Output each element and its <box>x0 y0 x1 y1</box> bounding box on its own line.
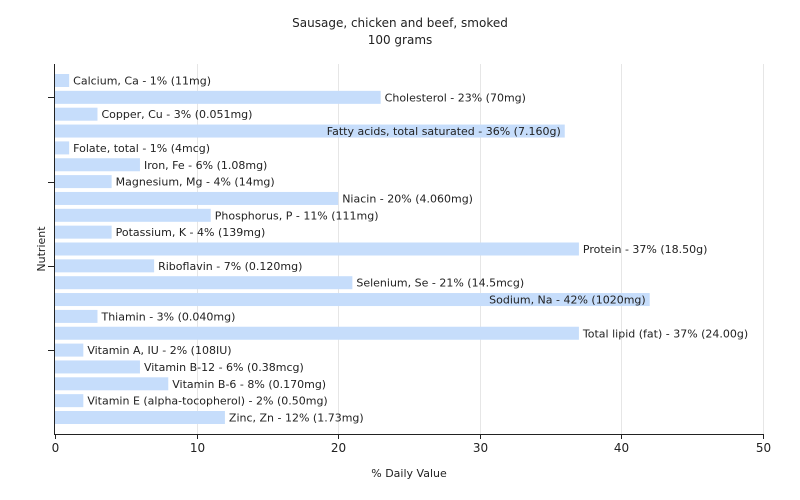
bar <box>55 175 112 189</box>
bar <box>55 259 155 273</box>
bars <box>55 74 650 424</box>
bar-label: Fatty acids, total saturated - 36% (7.16… <box>327 125 561 138</box>
bar <box>55 326 579 340</box>
bar-label: Copper, Cu - 3% (0.051mg) <box>101 108 252 121</box>
chart-title: Sausage, chicken and beef, smoked <box>292 16 508 30</box>
bar-label: Vitamin B-6 - 8% (0.170mg) <box>172 378 326 391</box>
bar-labels: Calcium, Ca - 1% (11mg) Cholesterol - 23%… <box>73 75 748 425</box>
x-tick-label: 30 <box>473 441 488 455</box>
chart-subtitle: 100 grams <box>368 33 433 47</box>
bar-label: Calcium, Ca - 1% (11mg) <box>73 75 211 88</box>
bar <box>55 276 353 290</box>
x-axis-ticks: 0 10 20 30 40 50 <box>52 434 771 455</box>
bar <box>55 74 70 87</box>
bar <box>55 107 98 121</box>
bar <box>55 411 225 424</box>
bar-label: Potassium, K - 4% (139mg) <box>116 226 266 239</box>
bar-label: Sodium, Na - 42% (1020mg) <box>489 294 646 307</box>
bar-label: Niacin - 20% (4.060mg) <box>342 192 473 205</box>
bar <box>55 394 84 408</box>
bar <box>55 124 565 138</box>
bar <box>55 90 381 104</box>
x-tick-label: 10 <box>190 441 205 455</box>
bar-label: Selenium, Se - 21% (14.5mcg) <box>356 277 524 290</box>
bar <box>55 293 650 307</box>
bar <box>55 309 98 323</box>
bar-label: Zinc, Zn - 12% (1.73mg) <box>229 412 364 425</box>
bar-label: Riboflavin - 7% (0.120mg) <box>158 260 302 273</box>
x-tick-label: 50 <box>756 441 771 455</box>
bar-label: Vitamin A, IU - 2% (108IU) <box>87 344 231 357</box>
bar <box>55 141 70 155</box>
bar <box>55 377 169 391</box>
bar-label: Thiamin - 3% (0.040mg) <box>100 310 235 323</box>
bar <box>55 242 579 256</box>
x-tick-label: 0 <box>52 441 60 455</box>
bar-label: Phosphorus, P - 11% (111mg) <box>215 209 379 222</box>
x-tick-label: 40 <box>614 441 629 455</box>
bar <box>55 208 211 222</box>
y-axis-label: Nutrient <box>35 226 48 272</box>
x-axis-label: % Daily Value <box>371 467 447 480</box>
bar-label: Protein - 37% (18.50g) <box>583 243 708 256</box>
bar <box>55 225 112 239</box>
bar <box>55 343 84 357</box>
bar-label: Vitamin B-12 - 6% (0.38mcg) <box>144 361 304 374</box>
bar-label: Total lipid (fat) - 37% (24.00g) <box>582 327 748 340</box>
bar-label: Magnesium, Mg - 4% (14mg) <box>116 176 275 189</box>
bar <box>55 360 140 374</box>
bar-label: Folate, total - 1% (4mcg) <box>73 142 210 155</box>
x-tick-label: 20 <box>331 441 346 455</box>
bar <box>55 191 339 205</box>
bar-label: Vitamin E (alpha-tocopherol) - 2% (0.50m… <box>87 395 327 408</box>
y-axis-ticks <box>48 97 54 351</box>
bar-label: Iron, Fe - 6% (1.08mg) <box>144 159 267 172</box>
bar-label: Cholesterol - 23% (70mg) <box>385 91 526 104</box>
bar <box>55 158 140 172</box>
